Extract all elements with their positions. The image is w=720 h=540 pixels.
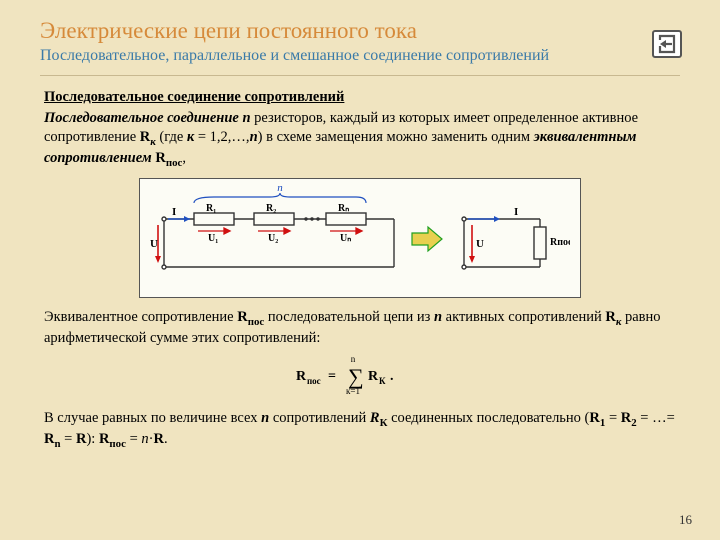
svg-text:=: = xyxy=(328,369,336,384)
page-subtitle: Последовательное, параллельное и смешанн… xyxy=(40,46,680,65)
svg-text:R: R xyxy=(368,369,379,384)
svg-text:.: . xyxy=(390,369,394,384)
content: Последовательное соединение сопротивлени… xyxy=(40,88,680,451)
svg-text:I: I xyxy=(514,206,518,218)
svg-text:R₂: R₂ xyxy=(266,203,276,214)
svg-text:U₁: U₁ xyxy=(208,233,218,244)
svg-text:Rпос: Rпос xyxy=(550,237,570,248)
divider xyxy=(40,75,680,76)
svg-text:Rₙ: Rₙ xyxy=(338,203,349,214)
svg-text:R: R xyxy=(296,369,307,384)
svg-text:U: U xyxy=(150,238,158,250)
svg-text:Uₙ: Uₙ xyxy=(340,233,351,244)
circuit-diagram: n I U U₁ U₂ xyxy=(44,178,676,298)
svg-text:R₁: R₁ xyxy=(206,203,216,214)
svg-text:К: К xyxy=(379,376,386,386)
section-heading: Последовательное соединение сопротивлени… xyxy=(44,88,676,107)
paragraph-3: В случае равных по величине всех n сопро… xyxy=(44,409,676,451)
svg-text:n: n xyxy=(351,354,356,364)
svg-text:к=1: к=1 xyxy=(346,386,360,396)
svg-text:n: n xyxy=(277,185,283,194)
svg-text:пос: пос xyxy=(307,376,321,386)
paragraph-2: Эквивалентное сопротивление Rпос последо… xyxy=(44,308,676,348)
formula: R пос = ∑ n к=1 R К . xyxy=(44,354,676,402)
svg-text:U₂: U₂ xyxy=(268,233,278,244)
back-button[interactable] xyxy=(652,30,682,58)
page-title: Электрические цепи постоянного тока xyxy=(40,18,680,44)
svg-text:U: U xyxy=(476,238,484,250)
paragraph-1: Последовательное соединение n резисторов… xyxy=(44,109,676,170)
page-number: 16 xyxy=(679,512,692,528)
svg-text:I: I xyxy=(172,206,176,218)
